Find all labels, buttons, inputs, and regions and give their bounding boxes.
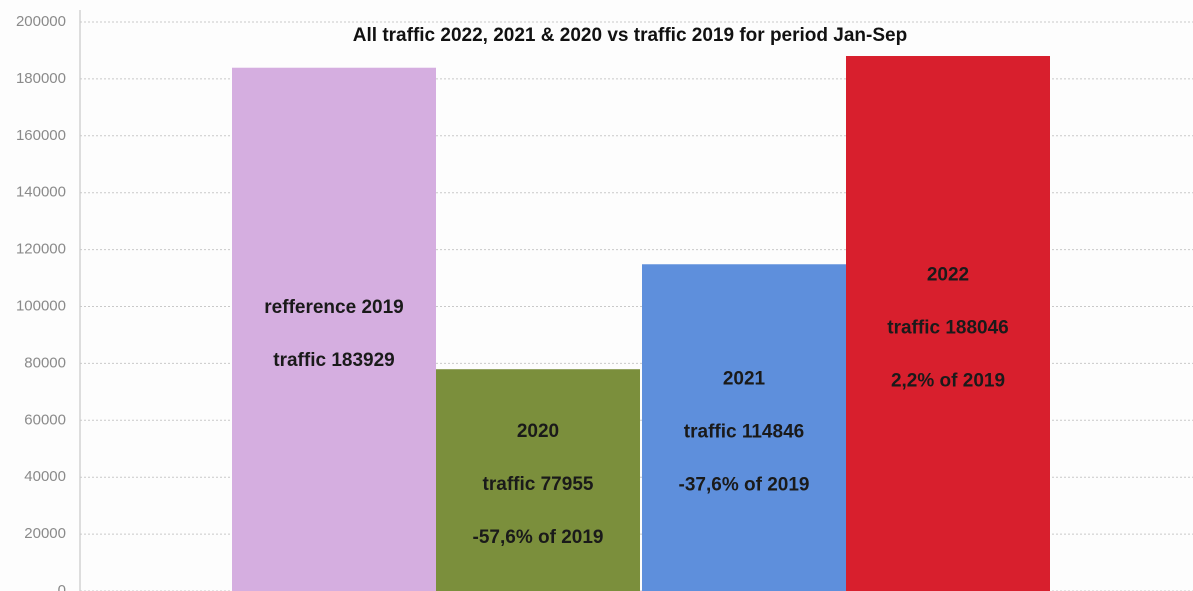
y-tick-label: 120000	[16, 241, 66, 258]
bar-label: traffic 188046	[887, 318, 1008, 339]
chart-title: All traffic 2022, 2021 & 2020 vs traffic…	[353, 25, 907, 46]
y-tick-label: 140000	[16, 184, 66, 201]
bar-label: -57,6% of 2019	[473, 527, 604, 548]
y-tick-label: 200000	[16, 13, 66, 30]
bar-label: traffic 183929	[273, 350, 394, 371]
y-tick-label: 180000	[16, 70, 66, 87]
y-tick-label: 80000	[24, 354, 66, 371]
y-tick-label: 100000	[16, 297, 66, 314]
y-tick-label: 20000	[24, 525, 66, 542]
bar	[642, 264, 846, 591]
bar-label: 2020	[517, 421, 559, 442]
y-tick-label: 160000	[16, 127, 66, 144]
bar-label: 2,2% of 2019	[891, 371, 1005, 392]
y-tick-label: 40000	[24, 468, 66, 485]
y-tick-label: 60000	[24, 411, 66, 428]
bar	[232, 67, 436, 591]
bar-label: refference 2019	[264, 297, 403, 318]
bar-label: -37,6% of 2019	[679, 475, 810, 496]
bar-label: 2021	[723, 369, 766, 390]
bar-label: traffic 77955	[483, 474, 594, 495]
bar-label: traffic 114846	[684, 422, 804, 443]
bar-label: 2022	[927, 265, 969, 286]
bar	[846, 56, 1050, 591]
y-tick-label: 0	[58, 582, 66, 591]
bar	[436, 369, 640, 591]
